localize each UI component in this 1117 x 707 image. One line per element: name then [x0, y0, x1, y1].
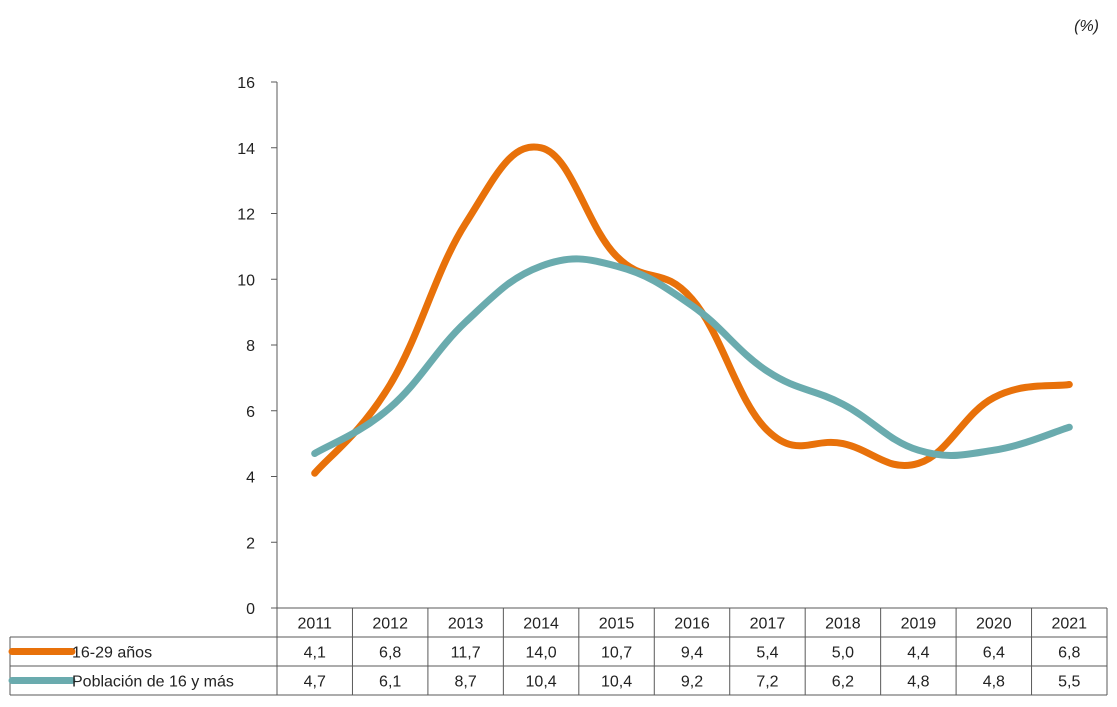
data-label: 14,0	[526, 645, 557, 662]
legend-label-0: 16-29 años	[72, 645, 152, 662]
data-label: 5,4	[756, 645, 778, 662]
x-category-label: 2019	[901, 616, 937, 633]
data-label: 10,4	[526, 674, 557, 691]
data-label: 11,7	[451, 645, 481, 662]
x-category-label: 2020	[976, 616, 1012, 633]
legend-label-1: Población de 16 y más	[72, 674, 234, 691]
data-label: 6,8	[1058, 645, 1080, 662]
unit-label: (%)	[1074, 18, 1099, 35]
data-label: 5,0	[832, 645, 854, 662]
data-label: 4,1	[304, 645, 326, 662]
x-category-label: 2017	[750, 616, 786, 633]
data-label: 4,8	[907, 674, 929, 691]
data-label: 4,4	[907, 645, 929, 662]
data-label: 9,2	[681, 674, 703, 691]
y-tick-label: 16	[237, 75, 255, 92]
data-label: 8,7	[455, 674, 477, 691]
y-tick-label: 14	[237, 141, 255, 158]
x-category-label: 2012	[372, 616, 408, 633]
x-category-label: 2015	[599, 616, 635, 633]
y-tick-label: 4	[246, 470, 255, 487]
data-label: 5,5	[1058, 674, 1080, 691]
data-label: 10,4	[601, 674, 632, 691]
series-line-0	[311, 143, 1073, 477]
data-label: 6,4	[983, 645, 1005, 662]
data-label: 7,2	[756, 674, 778, 691]
x-category-label: 2011	[298, 616, 333, 633]
data-label: 10,7	[601, 645, 632, 662]
x-category-label: 2014	[523, 616, 559, 633]
y-tick-label: 12	[237, 207, 255, 224]
data-label: 6,2	[832, 674, 854, 691]
x-category-label: 2016	[674, 616, 710, 633]
data-label: 9,4	[681, 645, 703, 662]
y-tick-label: 10	[237, 272, 255, 289]
y-tick-label: 2	[246, 535, 255, 552]
data-label: 6,8	[379, 645, 401, 662]
data-label: 6,1	[379, 674, 401, 691]
y-tick-label: 6	[246, 404, 255, 421]
x-category-label: 2013	[448, 616, 484, 633]
y-tick-label: 8	[246, 338, 255, 355]
y-tick-label: 0	[246, 601, 255, 618]
x-category-label: 2021	[1051, 616, 1087, 633]
data-label: 4,7	[304, 674, 326, 691]
data-label: 4,8	[983, 674, 1005, 691]
series-line-1	[311, 255, 1073, 459]
x-category-label: 2018	[825, 616, 861, 633]
